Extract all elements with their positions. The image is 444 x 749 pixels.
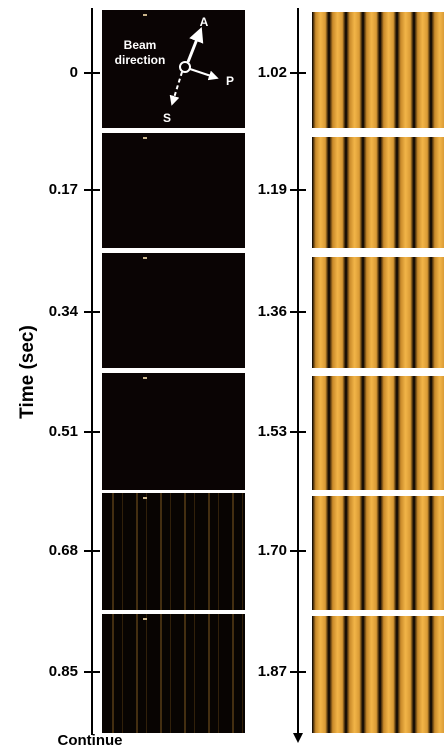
time-label: 1.70 [258,542,287,559]
image-panel [102,373,245,490]
time-label: 0 [70,64,78,81]
time-label: 0.17 [49,181,78,198]
glint [143,497,147,499]
glint [143,14,147,16]
image-panel [312,616,444,733]
origin [179,61,191,73]
time-label: 0.68 [49,542,78,559]
image-panel [312,376,444,490]
image-panel [102,133,245,248]
time-label: 1.02 [258,64,287,81]
arrow-p [189,68,219,81]
image-panel [102,614,245,733]
time-label: 1.87 [258,663,287,680]
image-panel [312,496,444,610]
arrow-a [186,27,204,63]
glint [143,257,147,259]
glint [143,618,147,620]
image-panel [312,257,444,368]
image-panel [312,137,444,248]
label-p: P [226,74,234,88]
label-a: A [200,15,209,29]
glint [143,377,147,379]
time-label: 1.53 [258,423,287,440]
image-panel [102,493,245,610]
image-panel [102,10,245,128]
time-label: 1.36 [258,303,287,320]
right-panels [312,12,444,733]
time-label: 0.51 [49,423,78,440]
time-label: 0.34 [49,303,79,320]
glint [143,137,147,139]
beam-label: Beam [124,38,157,52]
time-label: 0.85 [49,663,78,680]
beam-label: direction [115,53,166,67]
beam-annotation: Beam direction A P S [115,15,234,125]
footer: Continue [58,732,123,749]
image-panel [102,253,245,368]
arrow-s [169,71,183,106]
label-s: S [163,111,171,125]
left-panels [102,10,245,733]
image-panel [312,12,444,128]
axis-label: Time (sec) [17,325,38,419]
time-label: 1.19 [258,181,287,198]
